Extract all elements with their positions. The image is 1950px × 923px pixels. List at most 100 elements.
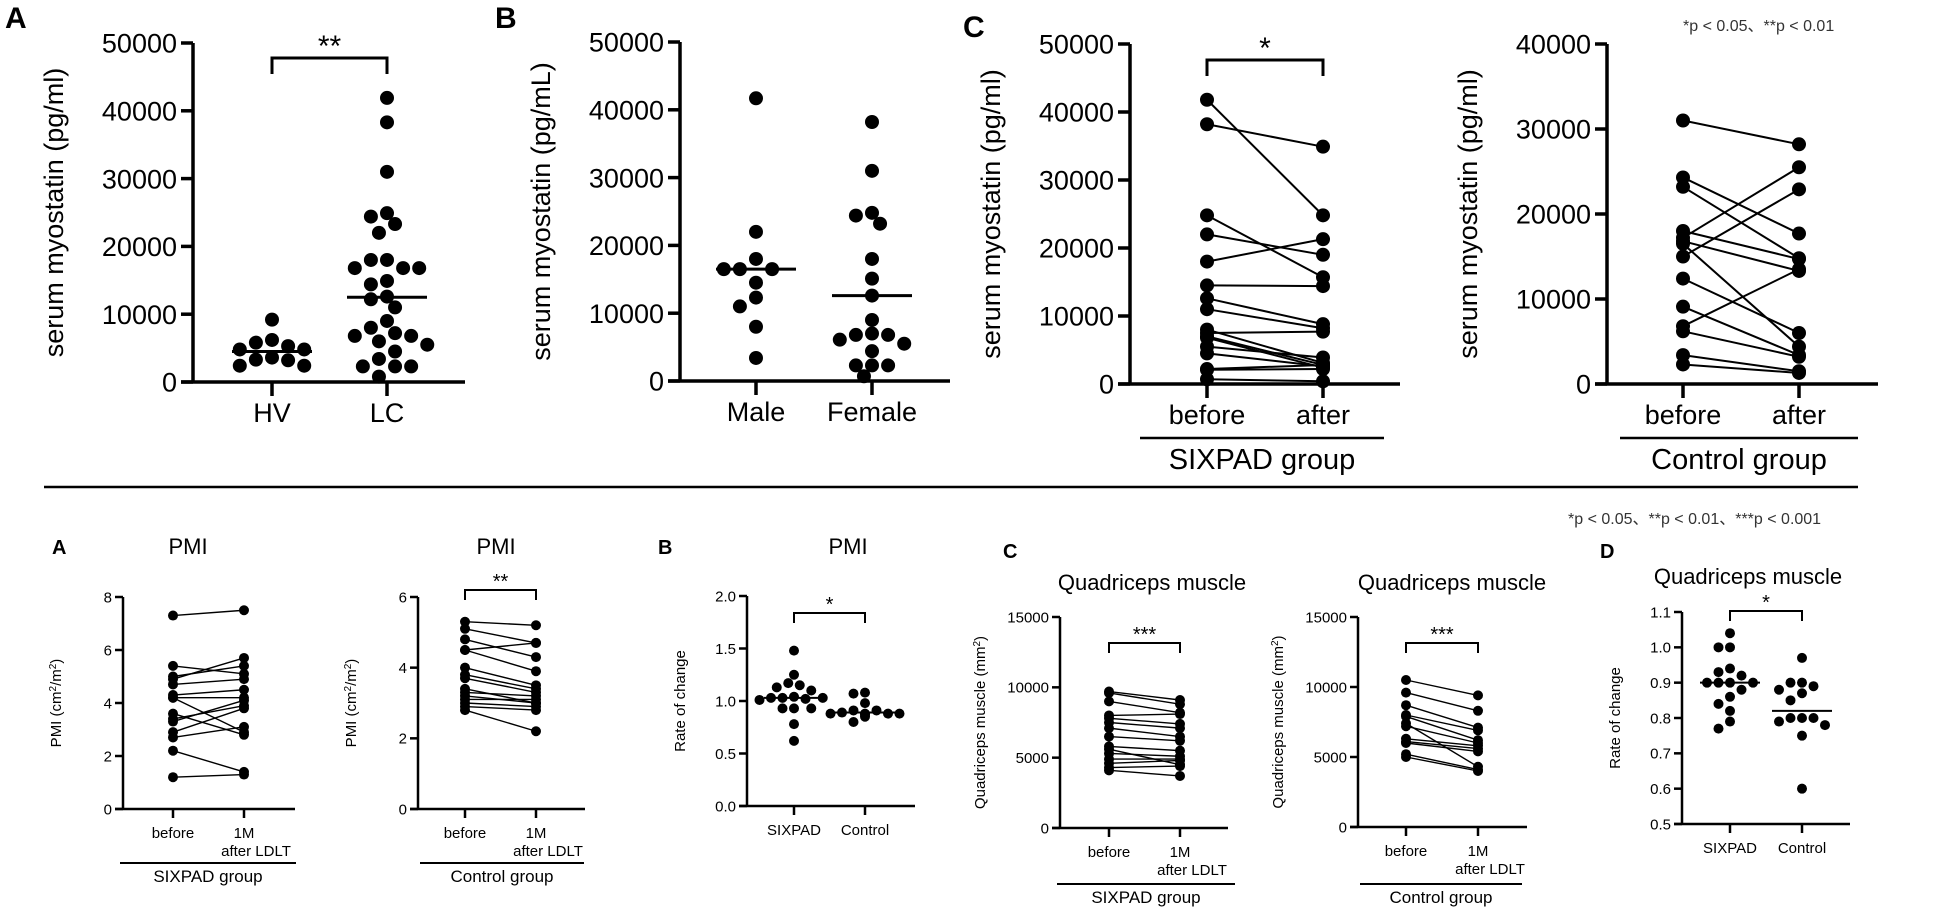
y-tick-label: 0: [1041, 820, 1049, 837]
pair-line: [1206, 335, 1324, 366]
point-before: [1676, 357, 1690, 372]
pair-line: [1108, 745, 1181, 752]
y-tick-label: 4: [104, 695, 112, 712]
data-point: [297, 342, 312, 357]
data-point: [1725, 691, 1735, 702]
y-tick-label: 10000: [102, 300, 177, 330]
data-point: [1774, 716, 1784, 727]
point-before: [168, 732, 178, 743]
point-before: [1200, 92, 1214, 107]
x-tick-label-line2: after LDLT: [513, 843, 583, 860]
data-point: [380, 164, 394, 179]
pair-line: [1682, 243, 1800, 348]
data-point: [865, 115, 879, 130]
point-after: [1792, 226, 1806, 241]
y-tick-label: 10000: [1007, 680, 1049, 697]
point-before: [1676, 236, 1690, 251]
point-before: [1104, 696, 1114, 707]
pair-line: [464, 705, 537, 711]
pair-line: [172, 726, 245, 739]
chart-bottom-C-sixpad: C Quadriceps muscle 0 5000 10000 15000 Quadric…: [972, 541, 1247, 907]
data-point: [388, 344, 403, 359]
data-point: [1797, 713, 1807, 723]
chart-title: PMI: [476, 534, 515, 559]
data-point: [1797, 688, 1807, 699]
pair-line: [1405, 725, 1479, 744]
data-point: [749, 224, 763, 239]
x-tick-label: HV: [253, 398, 291, 428]
chart-bottom-B: B PMI 0.0 0.5 1.0 1.5 2.0 Rate of change SIXPAD C…: [658, 534, 915, 839]
pair-line: [1405, 740, 1479, 750]
point-after: [531, 726, 541, 737]
x-tick-label: before: [1385, 843, 1428, 860]
y-tick-label: 0.8: [1650, 710, 1671, 727]
pair-line: [1206, 330, 1324, 334]
y-tick-label: 0: [1576, 370, 1591, 400]
y-tick-label: 0: [162, 368, 177, 398]
x-tick-label-line2: after LDLT: [1157, 862, 1227, 879]
point-after: [1792, 252, 1806, 267]
data-point: [873, 216, 888, 231]
point-before: [1200, 346, 1214, 361]
pair-line: [1682, 230, 1800, 261]
point-after: [531, 652, 541, 663]
pair-line: [1405, 714, 1479, 732]
data-point: [789, 691, 799, 702]
pair-line: [1206, 297, 1324, 326]
pair-line: [1206, 123, 1324, 148]
y-tick-label: 0.6: [1650, 781, 1671, 798]
pair-line: [1206, 284, 1324, 288]
data-point: [865, 205, 879, 220]
pair-line: [1405, 742, 1479, 753]
data-point: [865, 271, 879, 286]
data-point: [789, 703, 799, 714]
y-axis-label: serum myostatin (pg/ml): [976, 69, 1006, 359]
data-point: [749, 350, 763, 365]
pair-line: [1206, 238, 1324, 263]
pair-line: [1682, 277, 1800, 334]
x-tick-label: Male: [727, 397, 786, 427]
pair-line: [1405, 756, 1479, 772]
data-point: [832, 332, 847, 347]
point-before: [1200, 208, 1214, 223]
data-point: [404, 328, 419, 343]
data-point: [806, 703, 817, 714]
point-before: [1104, 723, 1114, 734]
point-before: [1401, 752, 1411, 762]
data-point: [806, 685, 817, 696]
significance-bracket: [464, 589, 537, 600]
data-point: [1725, 642, 1735, 653]
data-point: [865, 312, 879, 327]
y-tick-label: 0.0: [715, 798, 736, 815]
x-tick-label: after: [1296, 400, 1350, 430]
pair-line: [1108, 769, 1181, 777]
data-point: [380, 90, 394, 105]
top-significance-note: *p < 0.05、**p < 0.01: [1683, 18, 1834, 35]
x-tick-label: LC: [370, 398, 405, 428]
data-point: [1785, 695, 1796, 706]
y-tick-label: 0.9: [1650, 675, 1671, 692]
pair-line: [1108, 721, 1181, 729]
panel-letter: B: [495, 2, 517, 35]
data-point: [232, 342, 247, 357]
data-point: [783, 678, 794, 689]
data-point: [265, 332, 279, 347]
point-after: [1175, 770, 1185, 781]
chart-top-A: A 0 10000 20000 30000 40000 50000 serum myostat…: [5, 2, 465, 428]
point-after: [1175, 735, 1185, 746]
pair-line: [1682, 305, 1800, 357]
data-point: [248, 352, 263, 367]
point-before: [1104, 687, 1114, 698]
y-tick-label: 30000: [589, 163, 664, 193]
significance-bracket: [1405, 642, 1479, 653]
pair-line: [1682, 188, 1800, 258]
point-before: [1200, 117, 1214, 132]
x-tick-label: Female: [827, 397, 917, 427]
data-point: [881, 358, 896, 373]
data-point: [800, 693, 811, 704]
significance-stars: ***: [1133, 624, 1157, 646]
pair-line: [1108, 765, 1181, 769]
y-tick-label: 4: [399, 660, 407, 677]
